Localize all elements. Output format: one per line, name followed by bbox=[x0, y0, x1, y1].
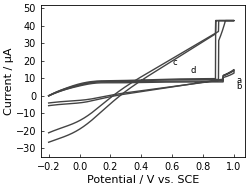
Text: c: c bbox=[172, 58, 177, 67]
Text: d: d bbox=[191, 66, 196, 75]
X-axis label: Potential / V vs. SCE: Potential / V vs. SCE bbox=[87, 175, 199, 185]
Text: a: a bbox=[236, 76, 242, 85]
Text: b: b bbox=[236, 82, 242, 91]
Y-axis label: Current / μA: Current / μA bbox=[4, 47, 14, 115]
